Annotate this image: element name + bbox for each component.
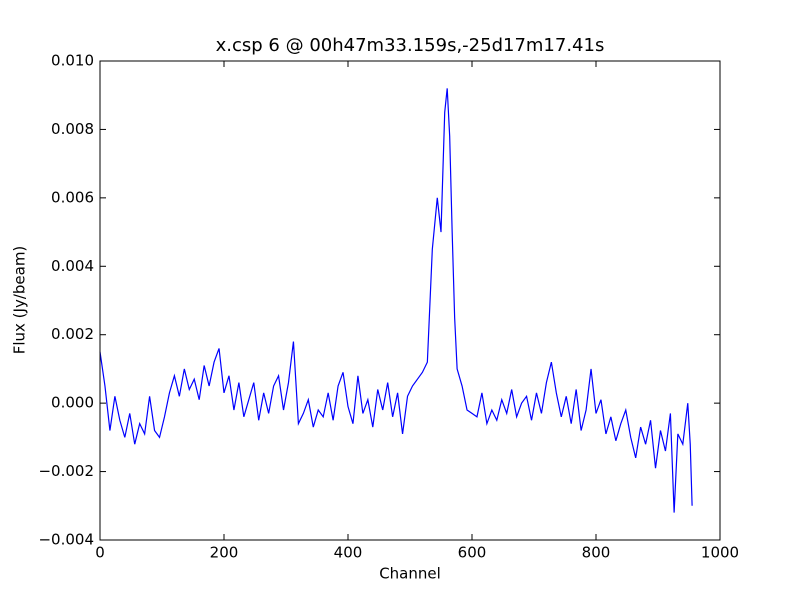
x-tick-label: 0 xyxy=(95,544,105,562)
x-tick-label: 800 xyxy=(582,544,611,562)
x-tick-label: 600 xyxy=(458,544,487,562)
y-tick-label: −0.002 xyxy=(38,462,94,480)
x-tick-label: 1000 xyxy=(701,544,739,562)
x-tick-label: 400 xyxy=(334,544,363,562)
y-tick-label: −0.004 xyxy=(38,531,94,549)
y-tick-label: 0.010 xyxy=(51,52,94,70)
y-tick-label: 0.006 xyxy=(51,188,94,206)
x-axis-label: Channel xyxy=(379,565,441,583)
y-tick-label: 0.002 xyxy=(51,325,94,343)
y-tick-label: 0.000 xyxy=(51,394,94,412)
x-tick-label: 200 xyxy=(210,544,239,562)
chart-title: x.csp 6 @ 00h47m33.159s,-25d17m17.41s xyxy=(216,35,605,56)
data-line xyxy=(99,88,693,513)
y-tick-label: 0.008 xyxy=(51,120,94,138)
y-tick-label: 0.004 xyxy=(51,257,94,275)
plot-frame xyxy=(99,60,721,541)
y-axis-label: Flux (Jy/beam) xyxy=(11,246,29,355)
